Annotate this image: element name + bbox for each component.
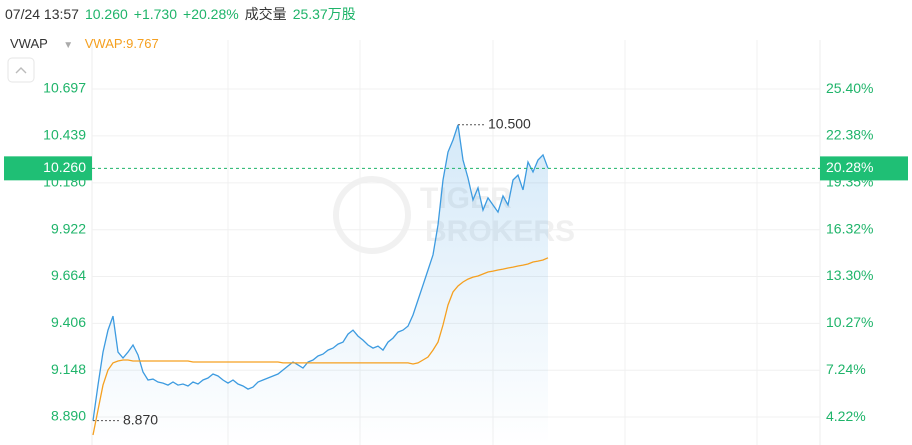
datetime: 07/24 13:57	[5, 6, 79, 22]
watermark-logo	[333, 176, 411, 254]
extreme-label: 8.870	[123, 411, 158, 427]
volume-label: 成交量	[244, 6, 287, 22]
change: +1.730	[133, 6, 178, 22]
price-area	[93, 124, 548, 445]
quote-header: 07/24 13:57 10.260 +1.730 +20.28% 成交量 25.37万股	[5, 4, 362, 24]
vwap-line	[92, 257, 549, 436]
volume: 25.37万股	[292, 6, 356, 22]
y-tick-label: 10.697	[43, 80, 86, 96]
extreme-label: 10.500	[488, 115, 531, 131]
last-price-box	[4, 156, 92, 181]
y2-tick-label: 10.27%	[826, 314, 873, 330]
y-tick-label: 9.148	[51, 361, 86, 377]
indicator-row: VWAP ▼ VWAP:9.767	[10, 36, 159, 51]
y-tick-label: 9.922	[51, 220, 86, 236]
price-line	[92, 124, 549, 421]
collapse-icon	[15, 67, 27, 74]
y2-tick-label: 7.24%	[826, 361, 866, 377]
dropdown-caret[interactable]: ▼	[63, 40, 74, 51]
indicator-value: VWAP:9.767	[84, 36, 159, 51]
y-tick-label: 10.439	[43, 127, 86, 143]
y-tick-label: 8.890	[51, 408, 86, 424]
indicator-selector[interactable]: VWAP	[10, 36, 48, 51]
collapse-button[interactable]	[7, 57, 35, 83]
y2-tick-label: 22.38%	[826, 127, 873, 143]
y2-tick-label: 25.40%	[826, 80, 873, 96]
last-change-label: 20.28%	[826, 159, 873, 175]
change-pct: +20.28%	[183, 6, 239, 22]
last-price-label: 10.260	[43, 159, 86, 175]
y2-tick-label: 13.30%	[826, 267, 873, 283]
price: 10.260	[84, 6, 128, 22]
y2-tick-label: 16.32%	[826, 220, 873, 236]
y-tick-label: 9.406	[51, 314, 86, 330]
last-change-box	[820, 156, 908, 181]
y-tick-label: 9.664	[51, 267, 86, 283]
y2-tick-label: 4.22%	[826, 408, 866, 424]
